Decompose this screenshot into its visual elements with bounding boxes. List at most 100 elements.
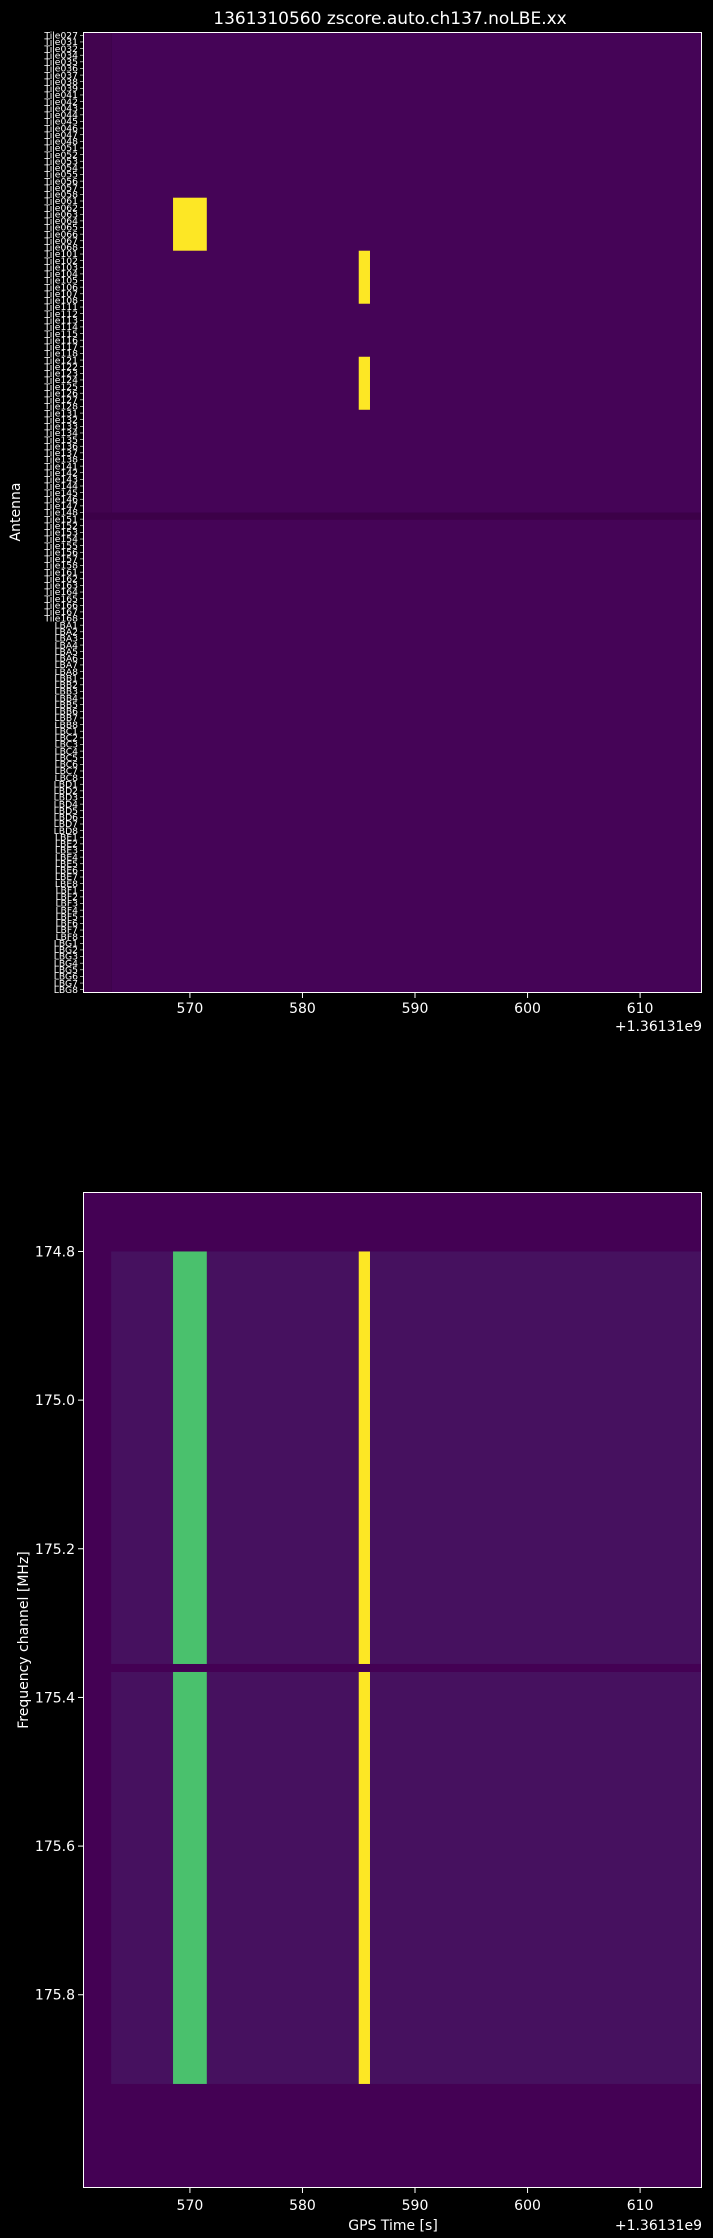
y-tick-label: Tile063 [43, 209, 78, 220]
y-axis-label: Antenna [8, 483, 24, 542]
x-tick-label: 590 [402, 2198, 429, 2214]
antenna-heatmap-plot-area [83, 32, 703, 993]
flagged-channel [111, 1663, 703, 1672]
frequency-heatmap-plot-area [83, 1192, 703, 2188]
y-tick-label: Tile042 [43, 97, 78, 108]
y-tick-label: Tile145 [43, 488, 78, 499]
y-tick-label: Tile127 [43, 395, 78, 406]
y-tick-label: Tile124 [43, 375, 78, 386]
y-tick-label: LBG8 [54, 985, 78, 996]
y-tick-label: Tile061 [43, 196, 78, 207]
y-tick-label: Tile066 [43, 229, 78, 240]
y-tick-label: Tile162 [43, 574, 78, 585]
y-tick-label: LBE2 [55, 839, 78, 850]
y-tick-label: Tile135 [43, 435, 78, 446]
x-tick-label: 580 [289, 1001, 316, 1017]
y-tick-label: Tile036 [43, 64, 78, 75]
y-tick-label: Tile113 [43, 316, 78, 327]
y-tick-label: Tile103 [43, 262, 78, 273]
y-tick-label: LBB4 [54, 693, 78, 704]
y-tick-label: LBC8 [54, 773, 78, 784]
y-tick-label: Tile144 [43, 481, 78, 492]
y-tick-label: Tile065 [43, 223, 78, 234]
y-tick-label: LBG7 [54, 978, 78, 989]
y-tick-label: LBE7 [55, 872, 78, 883]
y-tick-label: Tile123 [43, 369, 78, 380]
y-tick-label: Tile104 [43, 269, 78, 280]
y-tick-label: Tile168 [43, 614, 78, 625]
x-offset-label: +1.36131e9 [615, 1019, 702, 1035]
y-tick-label: LBD2 [54, 786, 78, 797]
y-tick-label: LBF8 [55, 932, 78, 943]
flagged-row [83, 512, 702, 520]
y-tick-label: LBA2 [54, 627, 78, 638]
y-tick-label: Tile141 [43, 461, 78, 472]
y-tick-label: LBD1 [54, 779, 78, 790]
y-tick-label: Tile154 [43, 534, 78, 545]
y-tick-label: LBC3 [54, 740, 78, 751]
y-tick-label: Tile126 [43, 388, 78, 399]
y-tick-label: LBF3 [55, 899, 78, 910]
y-tick-label: Tile107 [43, 289, 78, 300]
y-tick-label: LBA7 [54, 660, 78, 671]
y-tick-label: Tile052 [43, 150, 78, 161]
y-tick-label: Tile105 [43, 276, 78, 287]
y-tick-label: LBF7 [55, 925, 78, 936]
y-tick-label: Tile031 [43, 37, 78, 48]
x-tick-label: 570 [177, 2198, 204, 2214]
y-axis-label: Frequency channel [MHz] [16, 1551, 32, 1729]
y-tick-label: Tile143 [43, 475, 78, 486]
y-tick-label: Tile041 [43, 90, 78, 101]
y-tick-label: LBG4 [54, 958, 78, 969]
y-tick-label: LBD4 [54, 799, 78, 810]
y-tick-label: LBA4 [54, 640, 78, 651]
y-tick-label: Tile155 [43, 541, 78, 552]
y-tick-label: Tile068 [43, 243, 78, 254]
y-tick-label: Tile118 [43, 349, 78, 360]
y-tick-label: LBE5 [55, 859, 78, 870]
x-tick-label: 600 [514, 2198, 541, 2214]
antenna-heatmap-panel: 1361310560 zscore.auto.ch137.noLBE.xx Ti… [8, 9, 703, 1035]
y-tick-label: LBE6 [55, 866, 78, 877]
y-tick-label: 175.8 [35, 1988, 75, 2004]
y-tick-label: Tile147 [43, 501, 78, 512]
y-tick-label: Tile067 [43, 236, 78, 247]
y-tick-label: LBE4 [55, 852, 78, 863]
y-tick-label: LBA5 [54, 647, 78, 658]
y-tick-label: LBB2 [54, 680, 78, 691]
y-tick-label: LBE1 [55, 832, 78, 843]
y-tick-label: Tile039 [43, 84, 78, 95]
x-tick-labels: 570 580 590 600 610 [177, 993, 653, 1017]
y-tick-label: LBC5 [54, 753, 78, 764]
y-tick-label: LBA1 [54, 620, 78, 631]
y-tick-label: Tile146 [43, 494, 78, 505]
y-tick-label: Tile047 [43, 130, 78, 141]
y-tick-label: Tile111 [43, 302, 78, 313]
y-tick-label: Tile027 [43, 31, 78, 42]
y-tick-label: Tile165 [43, 594, 78, 605]
y-tick-label: Tile128 [43, 402, 78, 413]
y-tick-label: LBB3 [54, 687, 78, 698]
y-tick-label: Tile134 [43, 428, 78, 439]
heatmap-highlight [358, 356, 370, 410]
heatmap-highlight [358, 250, 370, 304]
y-tick-label: Tile131 [43, 408, 78, 419]
y-tick-label: LBA8 [54, 667, 78, 678]
y-tick-label: Tile051 [43, 143, 78, 154]
y-tick-label: Tile053 [43, 156, 78, 167]
y-tick-label: LBC7 [54, 766, 78, 777]
y-tick-label: Tile161 [43, 567, 78, 578]
y-tick-label: Tile057 [43, 183, 78, 194]
x-axis-label: GPS Time [s] [348, 2218, 438, 2234]
y-tick-label: Tile112 [43, 309, 78, 320]
x-tick-label: 590 [402, 1001, 429, 1017]
y-tick-label: Tile151 [43, 514, 78, 525]
x-tick-labels: 570 580 590 600 610 [177, 2188, 653, 2214]
y-tick-label: Tile106 [43, 282, 78, 293]
y-tick-label: Tile108 [43, 296, 78, 307]
y-tick-label: LBD6 [54, 813, 78, 824]
y-tick-label: LBD3 [54, 793, 78, 804]
y-tick-label: LBF5 [55, 912, 78, 923]
y-tick-label: LBB6 [54, 707, 78, 718]
